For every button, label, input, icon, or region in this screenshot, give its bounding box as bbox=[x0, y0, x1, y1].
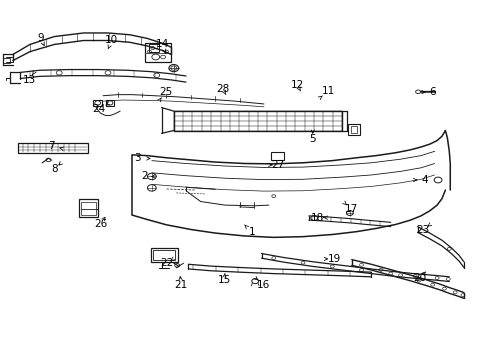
Text: 27: 27 bbox=[270, 160, 284, 170]
Text: 15: 15 bbox=[217, 275, 230, 285]
Bar bbox=[81, 202, 96, 215]
Bar bbox=[3, 58, 10, 63]
Text: 1: 1 bbox=[248, 227, 255, 237]
Text: 24: 24 bbox=[92, 104, 105, 114]
Text: 14: 14 bbox=[156, 40, 169, 49]
Text: 8: 8 bbox=[51, 164, 58, 174]
Text: 20: 20 bbox=[413, 273, 426, 283]
Text: 13: 13 bbox=[22, 75, 36, 85]
Text: 25: 25 bbox=[159, 87, 172, 97]
Text: 6: 6 bbox=[428, 87, 435, 97]
Text: 3: 3 bbox=[134, 153, 140, 163]
Text: 19: 19 bbox=[327, 254, 341, 264]
Bar bbox=[271, 152, 283, 160]
Text: 17: 17 bbox=[345, 204, 358, 215]
Bar bbox=[153, 250, 174, 260]
Bar bbox=[151, 248, 177, 262]
Text: 22: 22 bbox=[160, 258, 173, 268]
Text: 4: 4 bbox=[421, 175, 427, 185]
Text: 11: 11 bbox=[321, 86, 334, 96]
Text: 21: 21 bbox=[174, 280, 187, 290]
Bar bbox=[149, 44, 159, 51]
Text: 2: 2 bbox=[141, 171, 147, 181]
Text: 5: 5 bbox=[309, 134, 315, 144]
Bar bbox=[93, 100, 102, 106]
Text: 9: 9 bbox=[37, 33, 44, 43]
Bar bbox=[18, 143, 88, 153]
Text: 7: 7 bbox=[48, 141, 55, 151]
Text: 12: 12 bbox=[290, 80, 303, 90]
Bar bbox=[105, 100, 114, 106]
Text: 28: 28 bbox=[216, 84, 229, 94]
Bar bbox=[347, 125, 359, 135]
Bar bbox=[144, 42, 171, 62]
Text: 23: 23 bbox=[415, 225, 428, 235]
Text: 26: 26 bbox=[94, 219, 107, 229]
Text: 18: 18 bbox=[310, 213, 324, 222]
Text: 16: 16 bbox=[256, 280, 269, 290]
Text: 10: 10 bbox=[105, 35, 118, 45]
Bar bbox=[350, 126, 356, 134]
Bar bbox=[79, 199, 98, 217]
